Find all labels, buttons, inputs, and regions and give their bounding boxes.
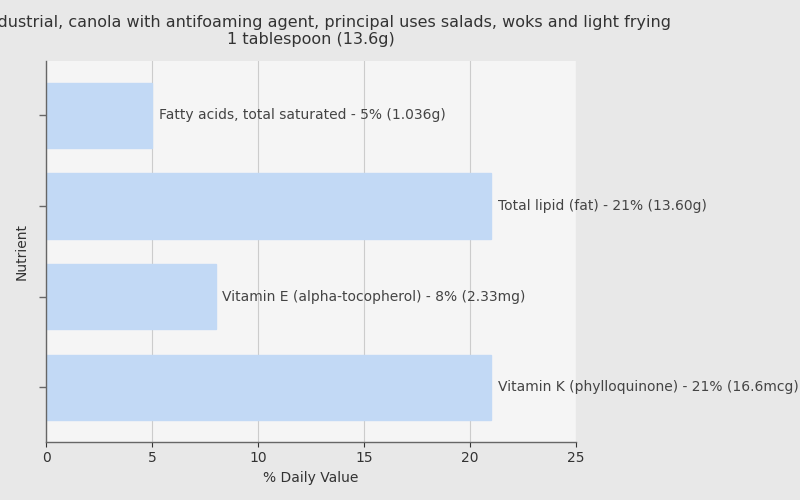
- Title: Oil, industrial, canola with antifoaming agent, principal uses salads, woks and : Oil, industrial, canola with antifoaming…: [0, 15, 671, 48]
- Text: Total lipid (fat) - 21% (13.60g): Total lipid (fat) - 21% (13.60g): [498, 199, 706, 213]
- Text: Fatty acids, total saturated - 5% (1.036g): Fatty acids, total saturated - 5% (1.036…: [158, 108, 446, 122]
- X-axis label: % Daily Value: % Daily Value: [263, 471, 359, 485]
- Bar: [46, 264, 216, 330]
- Text: Vitamin K (phylloquinone) - 21% (16.6mcg): Vitamin K (phylloquinone) - 21% (16.6mcg…: [498, 380, 798, 394]
- Y-axis label: Nutrient: Nutrient: [15, 223, 29, 280]
- Text: Vitamin E (alpha-tocopherol) - 8% (2.33mg): Vitamin E (alpha-tocopherol) - 8% (2.33m…: [222, 290, 526, 304]
- Bar: [46, 174, 491, 238]
- Bar: [46, 354, 491, 420]
- Bar: [46, 83, 152, 148]
